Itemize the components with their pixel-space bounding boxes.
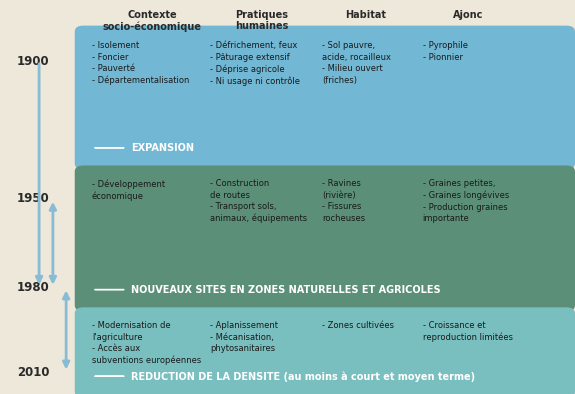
Text: - Zones cultivées: - Zones cultivées: [322, 321, 394, 330]
Text: - Pyrophile
- Pionnier: - Pyrophile - Pionnier: [423, 41, 467, 62]
Text: 1950: 1950: [17, 193, 49, 205]
Text: 1900: 1900: [17, 55, 49, 67]
Text: 2010: 2010: [17, 366, 49, 379]
Text: - Ravines
(rivière)
- Fissures
rocheuses: - Ravines (rivière) - Fissures rocheuses: [322, 179, 365, 223]
Text: Pratiques
humaines: Pratiques humaines: [235, 10, 288, 32]
Text: Ajonc: Ajonc: [454, 10, 484, 20]
Text: - Sol pauvre,
acide, rocailleux
- Milieu ouvert
(friches): - Sol pauvre, acide, rocailleux - Milieu…: [322, 41, 391, 85]
Text: - Croissance et
reproduction limitées: - Croissance et reproduction limitées: [423, 321, 513, 342]
FancyBboxPatch shape: [75, 165, 575, 311]
Text: - Construction
de routes
- Transport sols,
animaux, équipements: - Construction de routes - Transport sol…: [210, 179, 307, 223]
Text: 1980: 1980: [17, 281, 49, 294]
Text: - Défrichement, feux
- Pâturage extensif
- Déprise agricole
- Ni usage ni contrô: - Défrichement, feux - Pâturage extensif…: [210, 41, 300, 86]
Text: Habitat: Habitat: [344, 10, 386, 20]
Text: - Graines petites,
- Graines longévives
- Production graines
importante: - Graines petites, - Graines longévives …: [423, 179, 509, 223]
Text: REDUCTION DE LA DENSITE (au moins à court et moyen terme): REDUCTION DE LA DENSITE (au moins à cour…: [131, 371, 475, 381]
Text: - Aplanissement
- Mécanisation,
phytosanitaires: - Aplanissement - Mécanisation, phytosan…: [210, 321, 278, 353]
FancyBboxPatch shape: [75, 307, 575, 394]
Text: EXPANSION: EXPANSION: [131, 143, 194, 153]
Text: Contexte
socio-économique: Contexte socio-économique: [103, 10, 202, 32]
FancyBboxPatch shape: [75, 26, 575, 169]
Text: - Modernisation de
l'agriculture
- Accès aux
subventions européennes: - Modernisation de l'agriculture - Accès…: [92, 321, 201, 365]
Text: - Isolement
- Foncier
- Pauverté
- Départementalisation: - Isolement - Foncier - Pauverté - Dépar…: [92, 41, 189, 85]
Text: NOUVEAUX SITES EN ZONES NATURELLES ET AGRICOLES: NOUVEAUX SITES EN ZONES NATURELLES ET AG…: [131, 284, 440, 295]
Text: - Développement
économique: - Développement économique: [92, 179, 165, 201]
